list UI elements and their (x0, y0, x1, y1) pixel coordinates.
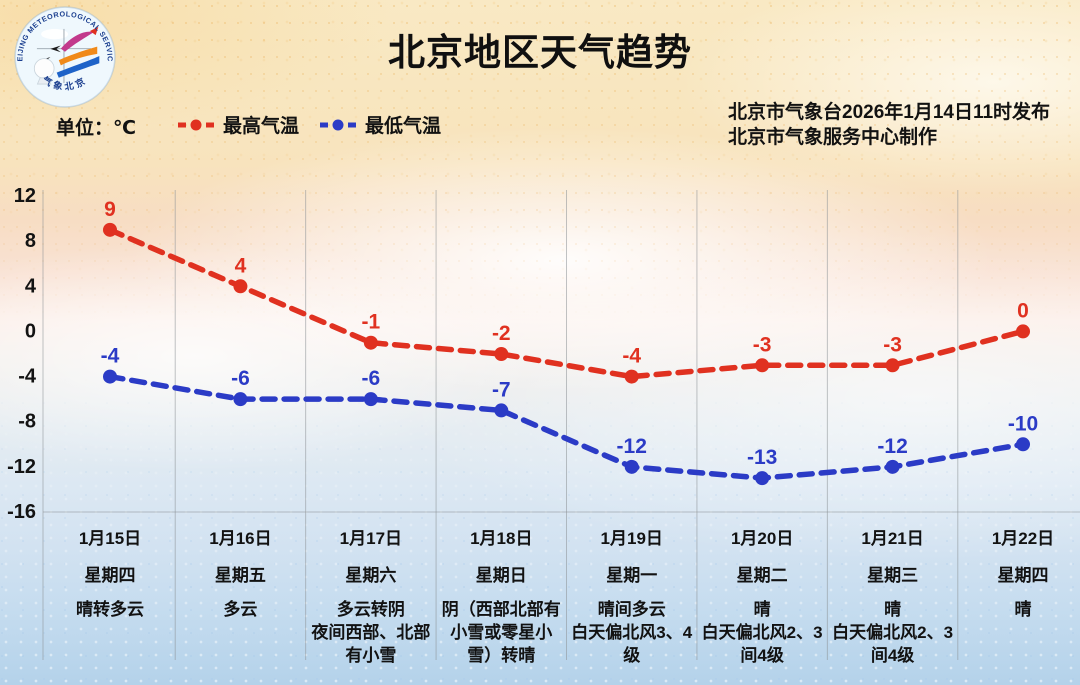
max-temp-line-marker-icon (178, 119, 214, 130)
y-tick-label: -12 (7, 456, 36, 478)
page-title: 北京地区天气趋势 (388, 32, 692, 73)
max-temp-point (494, 347, 509, 361)
issue-line-2: 北京市气象服务中心制作 (728, 127, 938, 148)
temp-value-label: -2 (492, 322, 511, 345)
temp-value-label: -3 (883, 333, 902, 356)
issue-line-1: 北京市气象台2026年1月14日11时发布 (728, 102, 1051, 123)
temp-value-label: -4 (622, 345, 641, 368)
logo-bird-icon (50, 45, 61, 53)
y-tick-label: 0 (25, 320, 36, 342)
min-temp-point (233, 392, 248, 407)
y-tick-label: -8 (18, 411, 36, 433)
temp-value-label: -1 (362, 311, 381, 334)
max-temp-point (624, 369, 639, 384)
y-tick-label: -4 (18, 366, 37, 388)
temp-value-label: 0 (1017, 299, 1029, 322)
temp-value-label: -6 (231, 367, 250, 390)
max-temp-point (1016, 324, 1031, 339)
min-temp-point (494, 403, 509, 418)
legend-item-min-temp: 最低气温 (318, 111, 441, 138)
temp-value-label: 4 (235, 254, 247, 277)
max-temp-line (107, 227, 1026, 380)
max-temp-point (363, 335, 378, 350)
temp-value-label: -13 (747, 446, 777, 469)
y-tick-label: 12 (14, 185, 36, 207)
min-temp-point (103, 369, 117, 384)
max-temp-point (885, 358, 900, 373)
logo-orange-ribbon (58, 46, 98, 66)
max-temp-point (233, 279, 248, 294)
temp-value-label: -12 (877, 435, 907, 458)
min-temp-point (885, 459, 900, 474)
min-temp-point (755, 471, 770, 486)
min-temp-point (363, 392, 378, 407)
logo-red-tip (89, 26, 99, 36)
min-temp-line (107, 373, 1026, 481)
y-tick-label: 8 (25, 230, 36, 252)
logo-cloud (41, 28, 69, 40)
max-temp-point (103, 222, 117, 237)
legend-label-max-temp: 最高气温 (223, 116, 300, 137)
temp-value-label: 9 (104, 198, 116, 221)
unit-label: 单位：℃ (56, 118, 137, 139)
temp-value-label: -12 (617, 435, 647, 458)
y-tick-label: 4 (25, 275, 37, 297)
temp-value-label: -3 (753, 333, 772, 356)
temp-value-label: -7 (492, 378, 511, 401)
min-temp-point (624, 459, 639, 474)
logo-blue-ribbon (56, 55, 100, 78)
y-tick-label: -16 (7, 501, 36, 523)
temp-value-label: -4 (101, 345, 120, 368)
logo-magenta-ribbon (60, 31, 95, 52)
issue-info: 北京市气象台2026年1月14日11时发布 北京市气象服务中心制作 (728, 100, 1050, 150)
legend-item-max-temp: 最高气温 (176, 111, 299, 138)
min-temp-line-marker-icon (320, 119, 356, 130)
min-temp-point (1016, 437, 1031, 452)
temp-value-label: -6 (362, 367, 381, 390)
legend-label-min-temp: 最低气温 (365, 116, 442, 137)
temp-value-label: -10 (1008, 412, 1038, 435)
beijing-meteorological-service-logo: BEIJING METEOROLOGICAL SERVICE 气象北京 (13, 5, 116, 108)
max-temp-point (755, 358, 770, 373)
